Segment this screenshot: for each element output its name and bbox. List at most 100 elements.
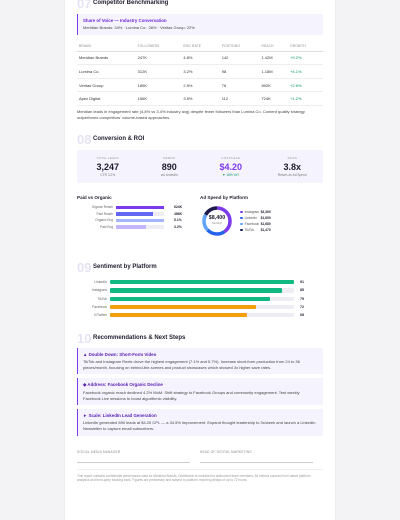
legend-dot bbox=[240, 210, 243, 214]
bar-row: LinkedIn 91 bbox=[77, 278, 323, 286]
bar-track bbox=[110, 288, 294, 293]
kpi-sub: ▼ 18% YoY bbox=[222, 173, 240, 178]
bar-row: Paid Eng 3.2% bbox=[77, 224, 200, 231]
report-page: 07 Competitor Benchmarking Share of Voice … bbox=[65, 0, 335, 520]
kpi-card: ROAS 3.8x Return on Ad Spend bbox=[262, 156, 324, 177]
bar-track bbox=[116, 218, 164, 222]
bar-label: Organic Reach bbox=[91, 205, 113, 210]
table-cell: 4.8% bbox=[181, 51, 220, 66]
table-cell: +1.2% bbox=[288, 91, 323, 106]
bar bbox=[110, 312, 248, 318]
table-cell: 1.42M bbox=[259, 51, 289, 66]
bar-row: Instagram 85 bbox=[77, 286, 323, 294]
section-header: 08 Conversion & ROI bbox=[77, 132, 323, 147]
table-header: BRAND FOLLOWERS ENG RATE POSTS/MO REACH GROWT… bbox=[77, 40, 323, 52]
table-cell: 247K bbox=[135, 51, 182, 66]
bar-label: X/Twitter bbox=[93, 313, 107, 317]
bar bbox=[110, 304, 256, 309]
bar-track bbox=[110, 304, 294, 309]
table-row: Apex Digital 156K 3.5% 112 724K +1.2% bbox=[77, 91, 323, 106]
section-header: 10 Recommendations & Next Steps bbox=[77, 330, 323, 346]
legend-item: Instagram $3,360 bbox=[240, 209, 271, 215]
legend-dot bbox=[240, 228, 243, 232]
signatures: SOCIAL MEDIA MANAGER HEAD OF DIGITAL MARK… bbox=[77, 450, 323, 463]
table-cell: 1.18M bbox=[259, 64, 289, 79]
bar bbox=[116, 205, 164, 209]
donut-total: $8,400 bbox=[208, 215, 226, 222]
section-title: Sentiment by Platform bbox=[93, 264, 157, 271]
donut-row: $8,400 Monthly Instagram $3,360 LinkedIn $1,8… bbox=[200, 204, 323, 238]
bar-value: 85 bbox=[300, 288, 304, 293]
recommendation-title: ▲ Double Down: Short-Form Video bbox=[83, 352, 157, 358]
section-title: Recommendations & Next Steps bbox=[93, 335, 186, 342]
bar bbox=[116, 218, 164, 222]
bar-value: 68 bbox=[300, 313, 304, 317]
bar-value: 486K bbox=[174, 211, 183, 216]
bar-track bbox=[110, 312, 294, 318]
recommendation-title: ► Scale: LinkedIn Lead Generation bbox=[83, 413, 157, 419]
table-cell: 3.5% bbox=[181, 91, 220, 106]
legend-value: $1,890 bbox=[260, 216, 271, 221]
recommendation-title: ◆ Address: Facebook Organic Decline bbox=[83, 382, 163, 388]
legend-name: LinkedIn bbox=[244, 216, 258, 221]
table-cell: 156K bbox=[135, 91, 182, 106]
bar bbox=[116, 225, 147, 229]
charts-row: Paid vs Organic Organic Reach 624K Paid Rea… bbox=[77, 195, 323, 238]
kpi-card: DEMOS 890 via LinkedIn bbox=[139, 156, 201, 177]
donut-slice bbox=[202, 206, 232, 236]
table-cell: 112 bbox=[219, 91, 260, 106]
column-header: ENG RATE bbox=[181, 40, 220, 52]
footer-note: This report contains confidential perfor… bbox=[77, 468, 323, 483]
donut-slice bbox=[202, 206, 232, 236]
section-title: Conversion & ROI bbox=[93, 136, 145, 143]
table-cell: Veritas Group bbox=[77, 78, 136, 93]
legend-name: Instagram bbox=[244, 210, 260, 215]
kpi-label: COST/LEAD bbox=[221, 156, 241, 161]
kpi-value: $4.20 bbox=[219, 161, 243, 172]
share-title: Share of Voice — Industry Conversation bbox=[83, 18, 167, 23]
column-header: REACH bbox=[259, 40, 289, 52]
kpi-sub: Return on Ad Spend bbox=[277, 173, 307, 178]
legend: Instagram $3,360 LinkedIn $1,890 Facebook $1,… bbox=[240, 209, 271, 233]
bar-track bbox=[110, 296, 294, 301]
table-cell: 3.2% bbox=[181, 64, 220, 79]
table-cell: 312K bbox=[135, 64, 182, 79]
bar-value: 79 bbox=[300, 296, 304, 301]
bar-value: 624K bbox=[174, 205, 183, 210]
bar bbox=[110, 296, 270, 301]
section-number: 09 bbox=[77, 259, 92, 275]
bar-label: Organic Eng bbox=[95, 218, 113, 223]
donut-slice bbox=[202, 206, 232, 236]
legend-item: Facebook $1,680 bbox=[240, 221, 271, 227]
recommendation-text: LinkedIn generated 890 leads at $4.20 CP… bbox=[83, 420, 316, 432]
bar bbox=[110, 280, 294, 285]
table-cell: Meridian Brands bbox=[77, 51, 136, 66]
column-header: FOLLOWERS bbox=[135, 40, 182, 52]
recommendation-text: TikTok and Instagram Reels drove the hig… bbox=[83, 359, 300, 370]
bar-row: Facebook 72 bbox=[77, 303, 323, 311]
donut-chart bbox=[202, 206, 232, 236]
column-header: GROWTH bbox=[288, 40, 323, 52]
section-number: 10 bbox=[77, 330, 92, 346]
kpi-sub: via LinkedIn bbox=[160, 173, 178, 178]
kpi-label: ROAS bbox=[287, 156, 297, 161]
benchmark-table: BRAND FOLLOWERS ENG RATE POSTS/MO REACH GROWT… bbox=[77, 40, 323, 106]
bar-value: 72 bbox=[300, 304, 304, 309]
bar-row: X/Twitter 68 bbox=[77, 311, 323, 319]
signature-line: SOCIAL MEDIA MANAGER bbox=[77, 450, 190, 463]
donut-center: $8,400 Monthly bbox=[200, 215, 234, 225]
chart-title: Paid vs Organic bbox=[77, 195, 112, 201]
table-cell: 189K bbox=[135, 78, 182, 93]
bar-label: Paid Eng bbox=[100, 224, 113, 229]
legend-value: $1,470 bbox=[260, 228, 271, 233]
recommendation: ▲ Double Down: Short-Form Video TikTok an… bbox=[77, 348, 323, 375]
legend-dot bbox=[240, 216, 243, 220]
bar-track bbox=[116, 205, 164, 209]
kpi-value: 3.8x bbox=[283, 161, 302, 172]
table-row: Lumina Co. 312K 3.2% 98 1.18M +4.1% bbox=[77, 64, 323, 79]
bar-row: Organic Eng 5.1% bbox=[77, 217, 200, 224]
bar-label: LinkedIn bbox=[94, 280, 107, 285]
bar-label: Facebook bbox=[92, 304, 107, 309]
bar-label: Paid Reach bbox=[96, 211, 113, 216]
kpi-value: 890 bbox=[161, 161, 177, 172]
